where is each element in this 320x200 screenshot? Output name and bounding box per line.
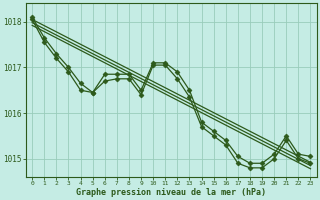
X-axis label: Graphe pression niveau de la mer (hPa): Graphe pression niveau de la mer (hPa) [76,188,266,197]
